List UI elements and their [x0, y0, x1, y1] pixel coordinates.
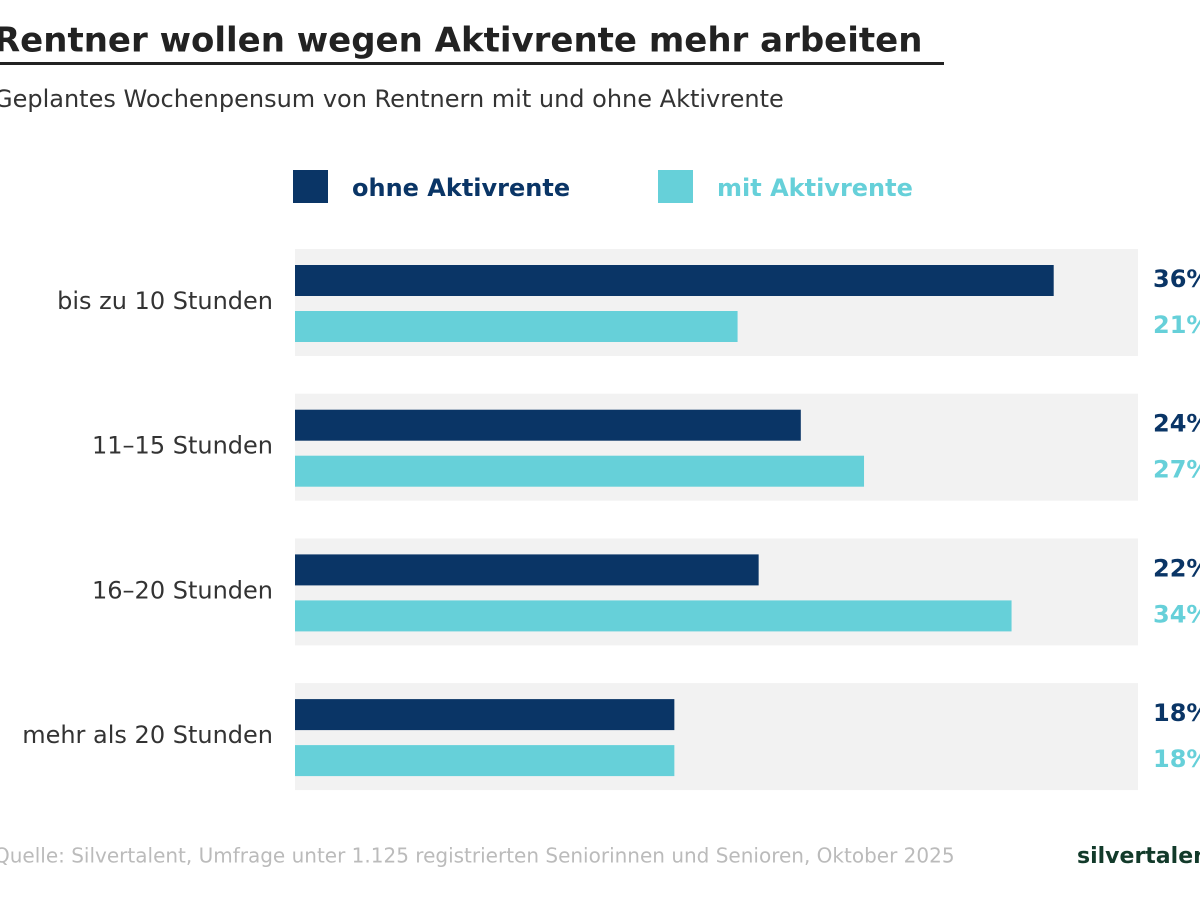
value-label: 18%: [1153, 699, 1200, 727]
source: Quelle: Silvertalent, Umfrage unter 1.12…: [0, 844, 955, 868]
value-label: 24%: [1153, 410, 1200, 438]
value-label: 27%: [1153, 456, 1200, 484]
y-tick-label: 16–20 Stunden: [92, 576, 273, 604]
title-underline: [0, 62, 944, 65]
legend-label: ohne Aktivrente: [352, 174, 570, 202]
bar: [295, 265, 1054, 296]
legend-swatch: [658, 170, 693, 203]
value-label: 18%: [1153, 745, 1200, 773]
chart-subtitle: Geplantes Wochenpensum von Rentnern mit …: [0, 85, 784, 113]
bar: [295, 554, 759, 586]
bar: [295, 745, 675, 777]
logo: silvertalent: [1077, 844, 1200, 869]
chart-title: Rentner wollen wegen Aktivrente mehr arb…: [0, 21, 922, 61]
bar: [295, 699, 675, 731]
y-tick-label: bis zu 10 Stunden: [57, 287, 273, 315]
value-label: 21%: [1153, 311, 1200, 339]
value-label: 36%: [1153, 265, 1200, 293]
value-label: 22%: [1153, 554, 1200, 582]
bar: [295, 311, 738, 342]
bar: [295, 600, 1012, 632]
y-tick-label: 11–15 Stunden: [92, 432, 273, 460]
bar: [295, 455, 865, 487]
bar: [295, 409, 801, 441]
legend-swatch: [293, 170, 328, 203]
legend-label: mit Aktivrente: [717, 174, 913, 202]
value-label: 34%: [1153, 600, 1200, 628]
y-tick-label: mehr als 20 Stunden: [22, 721, 273, 749]
